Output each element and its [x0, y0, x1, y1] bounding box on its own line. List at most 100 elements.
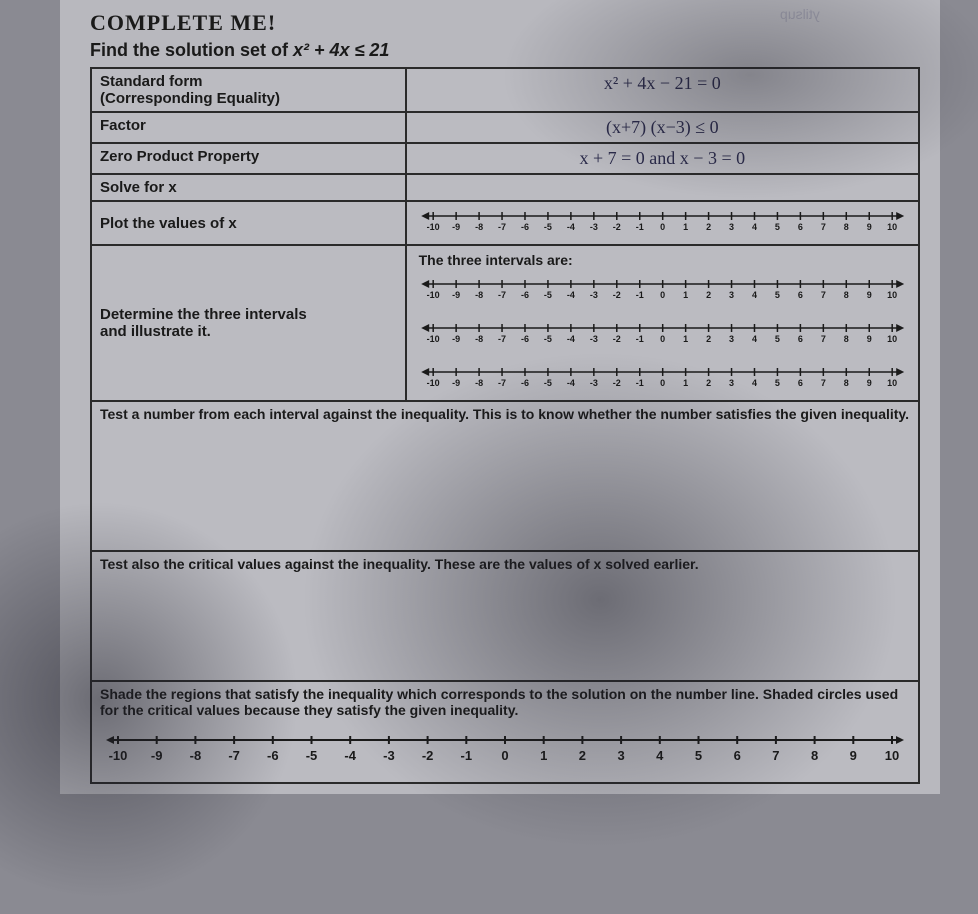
svg-text:-5: -5: [544, 290, 552, 300]
standard-form-l1: Standard form: [100, 73, 203, 90]
cell-test-critical: Test also the critical values against th…: [91, 551, 919, 681]
svg-text:9: 9: [866, 222, 871, 232]
svg-text:-8: -8: [190, 748, 202, 763]
svg-text:10: 10: [887, 290, 897, 300]
cell-solve-label: Solve for x: [91, 174, 406, 201]
svg-text:7: 7: [772, 748, 779, 763]
svg-text:7: 7: [820, 334, 825, 344]
worksheet-prompt: Find the solution set of x² + 4x ≤ 21: [90, 40, 920, 61]
intervals-l1: Determine the three intervals: [100, 306, 307, 323]
svg-text:10: 10: [887, 378, 897, 388]
svg-text:-9: -9: [452, 334, 460, 344]
svg-text:-4: -4: [567, 378, 575, 388]
cell-intervals-lines: The three intervals are: -10-9-8-7-6-5-4…: [406, 245, 919, 401]
svg-text:9: 9: [866, 378, 871, 388]
svg-text:7: 7: [820, 222, 825, 232]
svg-text:8: 8: [843, 222, 848, 232]
cell-factor-val: (x+7) (x−3) ≤ 0: [406, 112, 919, 143]
svg-text:4: 4: [656, 748, 664, 763]
svg-text:-9: -9: [452, 290, 460, 300]
svg-text:0: 0: [660, 222, 665, 232]
svg-text:2: 2: [706, 378, 711, 388]
test-critical-text: Test also the critical values against th…: [100, 556, 910, 572]
svg-text:10: 10: [887, 222, 897, 232]
svg-text:4: 4: [752, 222, 757, 232]
svg-text:-5: -5: [544, 378, 552, 388]
svg-text:-7: -7: [498, 378, 506, 388]
svg-text:-10: -10: [426, 222, 439, 232]
svg-text:3: 3: [729, 222, 734, 232]
svg-text:-6: -6: [267, 748, 279, 763]
svg-text:-4: -4: [567, 290, 575, 300]
svg-text:9: 9: [866, 290, 871, 300]
cell-shade: Shade the regions that satisfy the inequ…: [91, 681, 919, 783]
svg-text:-3: -3: [589, 290, 597, 300]
svg-text:-5: -5: [544, 334, 552, 344]
svg-text:-2: -2: [612, 334, 620, 344]
svg-text:-3: -3: [383, 748, 395, 763]
svg-text:-6: -6: [521, 222, 529, 232]
test-interval-text: Test a number from each interval against…: [100, 406, 910, 422]
svg-text:-1: -1: [635, 378, 643, 388]
cell-standard-form-label: Standard form (Corresponding Equality): [91, 68, 406, 112]
svg-text:-7: -7: [498, 222, 506, 232]
svg-text:0: 0: [660, 334, 665, 344]
svg-text:-8: -8: [475, 222, 483, 232]
svg-text:2: 2: [706, 290, 711, 300]
svg-text:-1: -1: [635, 334, 643, 344]
svg-text:1: 1: [683, 222, 688, 232]
svg-text:-2: -2: [612, 378, 620, 388]
svg-text:-7: -7: [498, 334, 506, 344]
svg-text:1: 1: [540, 748, 547, 763]
svg-text:6: 6: [798, 290, 803, 300]
svg-text:6: 6: [798, 222, 803, 232]
row-intervals: Determine the three intervals and illust…: [91, 245, 919, 401]
svg-text:2: 2: [579, 748, 586, 763]
svg-text:3: 3: [729, 290, 734, 300]
svg-text:8: 8: [843, 378, 848, 388]
svg-text:-10: -10: [426, 378, 439, 388]
svg-text:9: 9: [866, 334, 871, 344]
svg-text:8: 8: [843, 290, 848, 300]
intervals-l2: and illustrate it.: [100, 323, 211, 340]
svg-text:-10: -10: [426, 290, 439, 300]
svg-text:6: 6: [798, 334, 803, 344]
svg-text:6: 6: [734, 748, 741, 763]
numberline-interval-3: -10-9-8-7-6-5-4-3-2-1012345678910: [415, 362, 910, 392]
svg-text:-8: -8: [475, 290, 483, 300]
svg-text:-9: -9: [151, 748, 163, 763]
svg-text:-4: -4: [567, 334, 575, 344]
svg-text:-3: -3: [589, 334, 597, 344]
svg-text:-1: -1: [635, 290, 643, 300]
svg-text:-10: -10: [109, 748, 128, 763]
cell-zpp-val: x + 7 = 0 and x − 3 = 0: [406, 143, 919, 174]
svg-text:5: 5: [775, 334, 780, 344]
svg-text:-3: -3: [589, 222, 597, 232]
row-plot: Plot the values of x -10-9-8-7-6-5-4-3-2…: [91, 201, 919, 245]
svg-text:3: 3: [729, 378, 734, 388]
svg-text:0: 0: [660, 378, 665, 388]
svg-text:-9: -9: [452, 378, 460, 388]
numberline-shade: -10-9-8-7-6-5-4-3-2-1012345678910: [100, 726, 910, 766]
numberline-interval-1: -10-9-8-7-6-5-4-3-2-1012345678910: [415, 274, 910, 304]
svg-text:-1: -1: [461, 748, 473, 763]
svg-text:1: 1: [683, 334, 688, 344]
standard-form-l2: (Corresponding Equality): [100, 90, 280, 107]
row-solve: Solve for x: [91, 174, 919, 201]
intervals-heading: The three intervals are:: [419, 252, 910, 268]
svg-text:-4: -4: [567, 222, 575, 232]
svg-text:-8: -8: [475, 334, 483, 344]
row-factor: Factor (x+7) (x−3) ≤ 0: [91, 112, 919, 143]
handwriting-zpp: x + 7 = 0 and x − 3 = 0: [415, 148, 910, 169]
svg-text:-4: -4: [344, 748, 356, 763]
row-test-interval: Test a number from each interval against…: [91, 401, 919, 551]
svg-text:2: 2: [706, 222, 711, 232]
svg-text:4: 4: [752, 378, 757, 388]
svg-text:5: 5: [775, 290, 780, 300]
svg-text:-6: -6: [521, 334, 529, 344]
cell-zpp-label: Zero Product Property: [91, 143, 406, 174]
svg-text:3: 3: [617, 748, 624, 763]
svg-text:2: 2: [706, 334, 711, 344]
numberline-interval-2: -10-9-8-7-6-5-4-3-2-1012345678910: [415, 318, 910, 348]
svg-text:-8: -8: [475, 378, 483, 388]
